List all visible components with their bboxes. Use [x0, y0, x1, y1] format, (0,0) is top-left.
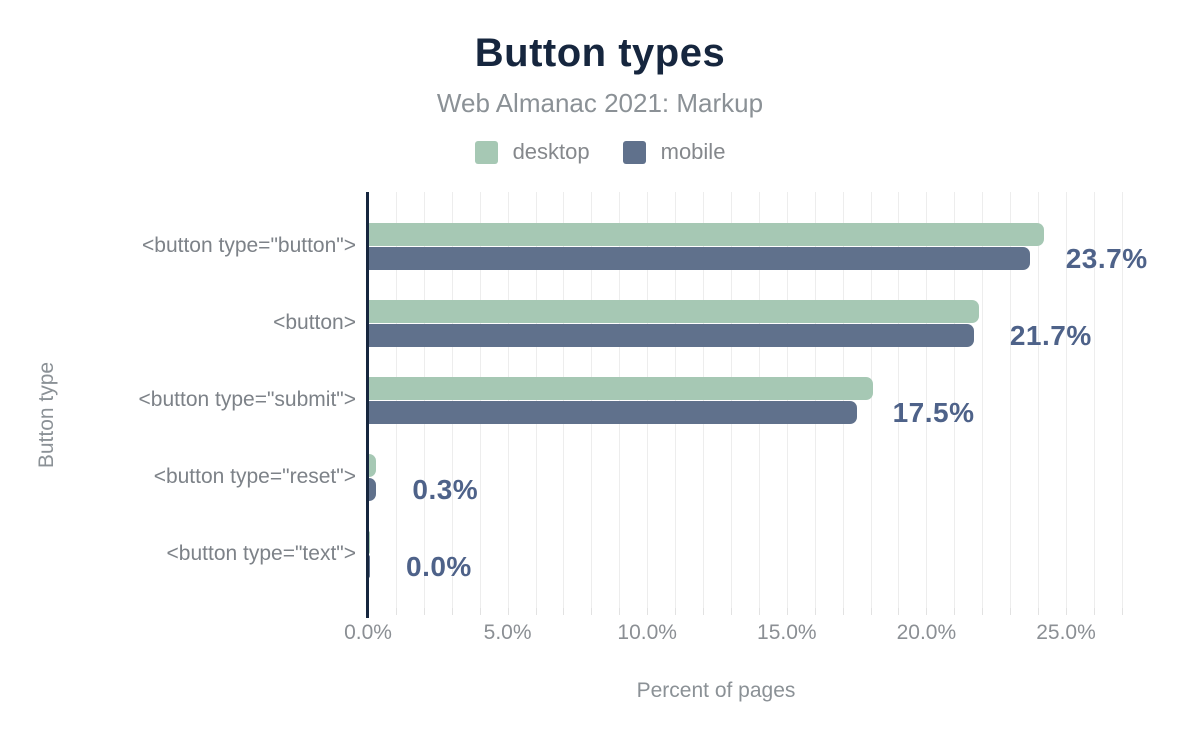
axis-minor-tick — [675, 608, 677, 615]
y-axis-title: Button type — [35, 361, 58, 469]
legend-item-mobile: mobile — [622, 139, 726, 165]
gridline — [814, 192, 816, 608]
value-label: 0.3% — [412, 473, 479, 505]
gridline — [451, 192, 453, 608]
bar-mobile — [368, 555, 370, 578]
axis-minor-tick — [730, 608, 732, 615]
axis-minor-tick — [842, 608, 844, 615]
axis-minor-tick — [703, 608, 705, 615]
gridline — [842, 192, 844, 608]
axis-minor-tick — [535, 608, 537, 615]
gridline — [786, 192, 788, 608]
axis-minor-tick — [758, 608, 760, 615]
gridline — [591, 192, 593, 608]
chart-title: Button types — [474, 31, 726, 75]
bar-mobile — [368, 324, 974, 347]
axis-minor-tick — [591, 608, 593, 615]
gridline — [898, 192, 900, 608]
bar-desktop — [368, 454, 377, 477]
axis-minor-tick — [1010, 608, 1012, 615]
gridline — [926, 192, 928, 608]
gridline — [1066, 192, 1067, 608]
value-label: 0.0% — [406, 550, 472, 582]
legend-label-mobile: mobile — [660, 139, 726, 164]
value-label: 17.5% — [892, 396, 975, 428]
gridline — [423, 192, 425, 608]
gridline — [535, 192, 537, 608]
value-label: 23.7% — [1065, 242, 1148, 274]
value-label: 21.7% — [1009, 319, 1092, 351]
axis-minor-tick — [1121, 608, 1123, 615]
gridline — [563, 192, 565, 608]
axis-minor-tick — [786, 608, 788, 615]
axis-minor-tick — [451, 608, 453, 615]
x-tick-label: 0.0% — [344, 621, 392, 644]
axis-minor-tick — [507, 608, 509, 615]
y-axis-line — [366, 192, 369, 618]
gridline — [730, 192, 732, 608]
mobile-swatch-icon — [622, 140, 646, 164]
gridline — [619, 192, 621, 608]
axis-minor-tick — [647, 608, 649, 615]
gridline — [1093, 192, 1095, 608]
axis-minor-tick — [982, 608, 984, 615]
plot-area — [368, 192, 1128, 615]
gridline — [1010, 192, 1012, 608]
axis-minor-tick — [926, 608, 928, 615]
x-tick-label: 10.0% — [617, 621, 677, 644]
axis-minor-tick — [814, 608, 816, 615]
gridline — [675, 192, 677, 608]
gridline — [954, 192, 956, 608]
legend-label-desktop: desktop — [512, 139, 590, 164]
x-tick-label: 5.0% — [483, 621, 532, 644]
axis-minor-tick — [898, 608, 900, 615]
desktop-swatch-icon — [474, 140, 498, 164]
gridline — [982, 192, 984, 608]
category-label: <button type="submit"> — [138, 388, 356, 411]
axis-minor-tick — [395, 608, 397, 615]
gridline — [507, 192, 509, 608]
gridline — [647, 192, 649, 608]
gridline — [1038, 192, 1040, 608]
axis-minor-tick — [619, 608, 621, 615]
axis-minor-tick — [1093, 608, 1095, 615]
legend-item-desktop: desktop — [474, 139, 590, 165]
x-axis-title: Percent of pages — [636, 679, 796, 702]
gridline — [703, 192, 705, 608]
category-label: <button type="reset"> — [153, 465, 356, 488]
gridline — [758, 192, 760, 608]
bar-mobile — [368, 401, 857, 424]
bar-desktop — [368, 223, 1044, 246]
chart-subtitle: Web Almanac 2021: Markup — [436, 88, 764, 118]
x-tick-label: 20.0% — [896, 621, 957, 644]
gridline — [1121, 192, 1123, 608]
axis-minor-tick — [1038, 608, 1040, 615]
axis-minor-tick — [563, 608, 565, 615]
category-label: <button> — [273, 311, 356, 334]
bar-desktop — [368, 300, 980, 323]
category-label: <button type="text"> — [166, 542, 356, 565]
axis-minor-tick — [1066, 608, 1067, 615]
bar-mobile — [368, 247, 1030, 270]
axis-minor-tick — [954, 608, 956, 615]
gridline — [395, 192, 397, 608]
bar-mobile — [368, 478, 377, 501]
category-label: <button type="button"> — [142, 234, 356, 257]
bar-desktop — [368, 531, 370, 554]
x-tick-label: 25.0% — [1036, 621, 1096, 644]
axis-minor-tick — [479, 608, 481, 615]
gridline — [870, 192, 872, 608]
axis-minor-tick — [423, 608, 425, 615]
gridline — [479, 192, 481, 608]
bar-desktop — [368, 377, 874, 400]
legend: desktop mobile — [0, 139, 1200, 165]
x-tick-label: 15.0% — [757, 621, 817, 644]
axis-minor-tick — [870, 608, 872, 615]
